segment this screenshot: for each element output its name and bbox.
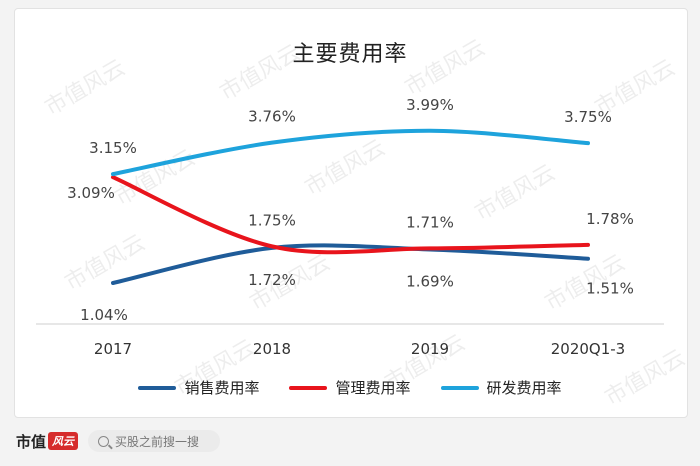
search-placeholder: 买股之前搜一搜 <box>115 434 200 449</box>
chart-title: 主要费用率 <box>292 42 408 67</box>
legend-label-sales: 销售费用率 <box>184 379 260 397</box>
rd-data-label: 3.76% <box>248 108 296 126</box>
legend-swatch-rd <box>440 385 479 390</box>
brand-name: 市值 <box>16 432 47 451</box>
search-box[interactable]: 买股之前搜一搜 <box>88 430 221 452</box>
sales-data-label: 1.72% <box>248 271 296 289</box>
x-tick-label: 2020Q1-3 <box>551 340 625 358</box>
sales-expense-line <box>111 243 590 285</box>
chart-card <box>14 8 688 418</box>
rd-expense-line <box>111 128 590 177</box>
legend-item-rd: 研发费用率 <box>440 377 562 398</box>
admin-data-label: 1.75% <box>248 211 296 229</box>
rd-data-label: 3.15% <box>89 139 137 157</box>
sales-data-label: 1.69% <box>406 272 454 290</box>
search-icon <box>98 435 110 447</box>
legend-label-rd: 研发费用率 <box>486 379 562 397</box>
admin-data-label: 1.71% <box>406 213 454 231</box>
rd-data-label: 3.99% <box>406 96 454 114</box>
admin-data-label: 1.78% <box>586 210 634 228</box>
admin-data-label: 3.09% <box>67 184 115 202</box>
sales-data-label: 1.51% <box>586 280 634 298</box>
legend-item-admin: 管理费用率 <box>289 377 411 398</box>
legend-label-admin: 管理费用率 <box>335 379 411 397</box>
admin-expense-line <box>111 175 590 255</box>
legend-item-sales: 销售费用率 <box>138 377 259 398</box>
footer: 市值 风云 买股之前搜一搜 <box>16 430 221 452</box>
sales-data-label: 1.04% <box>80 306 128 324</box>
x-tick-label: 2018 <box>253 340 291 358</box>
x-tick-label: 2017 <box>94 340 132 358</box>
chart-legend: 销售费用率 管理费用率 研发费用率 <box>0 377 700 398</box>
brand-mark: 风云 <box>48 432 79 450</box>
legend-swatch-sales <box>138 385 177 390</box>
legend-swatch-admin <box>289 385 328 390</box>
brand-logo: 市值 风云 <box>16 431 79 452</box>
x-tick-label: 2019 <box>411 340 449 358</box>
rd-data-label: 3.75% <box>564 108 612 126</box>
